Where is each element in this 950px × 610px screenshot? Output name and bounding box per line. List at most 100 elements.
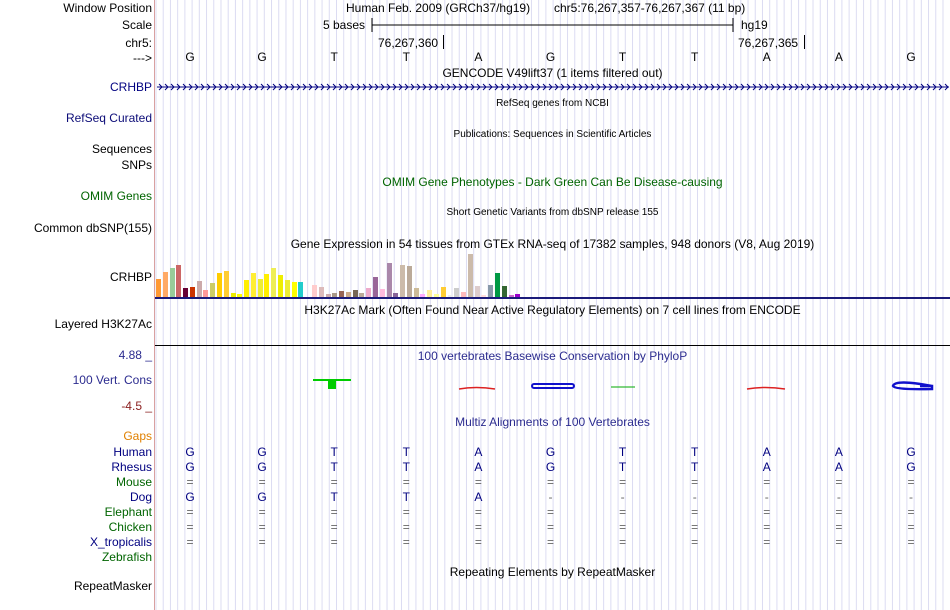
multiz-species-chicken[interactable]: Chicken [108,520,152,534]
multiz-species-zebrafish[interactable]: Zebrafish [101,550,152,564]
gtex-bar-13[interactable] [244,280,250,298]
multiz-cell: = [691,505,699,519]
gtex-bar-11[interactable] [230,293,236,298]
scale-bases: 5 bases [323,18,366,32]
multiz-cell: T [618,460,627,474]
multiz-cell: G [185,445,195,459]
gtex-bar-8[interactable] [210,283,216,298]
multiz-cell: = [835,475,843,489]
gtex-bar-4[interactable] [183,288,189,298]
h3k27ac-title: H3K27Ac Mark (Often Found Near Active Re… [304,303,801,317]
snps-label[interactable]: SNPs [121,158,152,172]
gtex-bar-7[interactable] [203,290,209,298]
gtex-bar-33[interactable] [379,289,385,298]
gtex-bar-41[interactable] [433,294,439,298]
refseq-title: RefSeq genes from NCBI [496,98,609,109]
gtex-bar-29[interactable] [352,290,358,298]
gtex-bar-12[interactable] [237,294,243,298]
gtex-bar-53[interactable] [515,294,521,298]
gtex-bar-2[interactable] [169,268,175,298]
multiz-cell: = [907,505,915,519]
gtex-bar-51[interactable] [501,286,507,298]
cons-title: 100 vertebrates Basewise Conservation by… [417,349,688,363]
gtex-bar-15[interactable] [257,279,263,298]
multiz-cell: A [834,445,843,459]
multiz-species-rhesus[interactable]: Rhesus [111,460,152,474]
gtex-bar-6[interactable] [196,281,202,298]
gaps-label[interactable]: Gaps [123,429,152,443]
gtex-bar-47[interactable] [474,286,480,298]
gtex-bar-31[interactable] [366,288,372,298]
gtex-label[interactable]: CRHBP [109,270,152,284]
multiz-cell: = [907,475,915,489]
gtex-bar-42[interactable] [440,287,446,298]
gtex-bar-14[interactable] [250,273,256,298]
gtex-bar-43[interactable] [447,295,453,298]
gencode-gene-feature[interactable] [157,80,949,94]
gtex-bar-16[interactable] [264,274,270,298]
publications-label[interactable]: Sequences [91,142,152,156]
gtex-bar-21[interactable] [298,282,304,298]
multiz-cell: = [186,475,194,489]
gtex-bar-34[interactable] [386,263,392,298]
multiz-cell: T [330,460,338,474]
gtex-bar-23[interactable] [311,285,317,298]
gtex-bar-3[interactable] [176,265,182,298]
dbsnp-label[interactable]: Common dbSNP(155) [33,221,152,235]
scale-bar [371,18,734,32]
gtex-bar-45[interactable] [461,292,467,298]
gtex-bar-5[interactable] [189,287,195,298]
gtex-bar-18[interactable] [278,275,284,298]
gtex-bar-26[interactable] [332,293,338,298]
position-text[interactable]: chr5:76,267,357-76,267,367 (11 bp) [554,1,746,15]
multiz-cell: A [474,490,483,504]
gtex-bar-0[interactable] [156,279,161,298]
gtex-bar-20[interactable] [291,282,297,298]
gtex-bar-50[interactable] [495,273,500,298]
gtex-bar-10[interactable] [223,271,229,298]
multiz-species-dog[interactable]: Dog [129,490,152,504]
gtex-bar-chart[interactable] [156,252,950,298]
gtex-bar-30[interactable] [359,293,365,298]
multiz-cell: T [691,460,699,474]
multiz-cell: T [330,490,338,504]
multiz-species-human[interactable]: Human [113,445,152,459]
h3k27ac-label[interactable]: Layered H3K27Ac [54,317,152,331]
gtex-bar-52[interactable] [508,295,514,298]
cons-label[interactable]: 100 Vert. Cons [72,373,152,387]
refseq-label[interactable]: RefSeq Curated [65,111,152,125]
multiz-cell: = [258,475,266,489]
gtex-bar-38[interactable] [413,288,419,298]
scale-db: hg19 [741,18,768,32]
gtex-bar-46[interactable] [467,254,473,298]
gtex-bar-37[interactable] [406,266,412,298]
gtex-bar-48[interactable] [481,295,487,298]
omim-label[interactable]: OMIM Genes [80,189,152,203]
gtex-bar-27[interactable] [339,291,345,298]
gtex-bar-35[interactable] [393,293,399,298]
multiz-cell: = [763,505,771,519]
coord-2-tick [804,35,805,49]
gtex-bar-9[interactable] [217,273,223,298]
gtex-bar-28[interactable] [345,292,351,298]
gtex-bar-49[interactable] [488,285,494,298]
gtex-bar-25[interactable] [325,294,331,298]
multiz-cell: = [330,535,338,549]
gtex-bar-19[interactable] [284,280,290,298]
multiz-species-x_tropicalis[interactable]: X_tropicalis [89,535,152,549]
repeatmasker-label[interactable]: RepeatMasker [73,579,152,593]
gtex-bar-17[interactable] [271,268,277,298]
gtex-bar-39[interactable] [420,294,426,298]
base-2: T [330,50,338,64]
gtex-bar-36[interactable] [400,265,406,298]
gtex-bar-40[interactable] [427,290,433,298]
multiz-species-elephant[interactable]: Elephant [104,505,152,519]
gtex-bar-1[interactable] [162,272,168,298]
multiz-cell: = [330,520,338,534]
label-separator [154,0,155,610]
gencode-label[interactable]: CRHBP [109,80,152,94]
gtex-bar-24[interactable] [318,287,324,298]
gtex-bar-32[interactable] [372,277,378,298]
gtex-bar-44[interactable] [454,288,460,298]
multiz-species-mouse[interactable]: Mouse [115,475,152,489]
